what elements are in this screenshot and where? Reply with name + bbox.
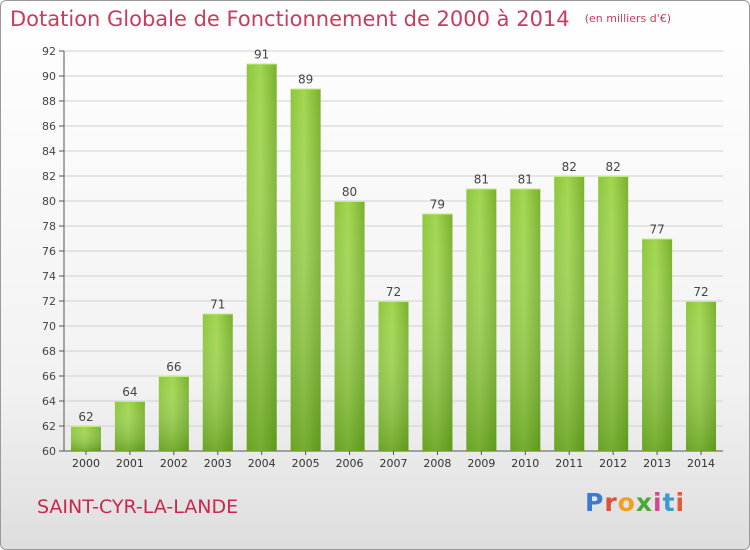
- x-tick-label: 2001: [116, 457, 144, 470]
- chart-title: Dotation Globale de Fonctionnement de 20…: [10, 7, 671, 31]
- data-label: 81: [518, 173, 533, 187]
- data-label: 81: [474, 173, 489, 187]
- bar-shade: [378, 301, 409, 451]
- y-tick-label: 66: [42, 370, 56, 383]
- data-label: 72: [693, 285, 708, 299]
- x-tick-label: 2013: [643, 457, 671, 470]
- bar-shade: [114, 401, 145, 451]
- x-tick-label: 2006: [336, 457, 364, 470]
- bar-chart: 60 62 64 66 68 70 72 74 76 78 80 82 84 86 88 90 92 62 200…: [42, 45, 723, 471]
- bar-shade: [290, 88, 321, 451]
- bar-shade: [466, 188, 497, 451]
- bar-shade: [554, 176, 585, 451]
- bar-shade: [598, 176, 629, 451]
- bar-shade: [202, 313, 233, 451]
- data-label: 82: [606, 160, 621, 174]
- title-text: Dotation Globale de Fonctionnement de 20…: [10, 7, 570, 31]
- unit-text: (en milliers d'€): [584, 12, 672, 25]
- y-tick-label: 84: [42, 145, 56, 158]
- x-tick-label: 2008: [423, 457, 451, 470]
- bar-shade: [642, 238, 673, 451]
- data-label: 66: [166, 360, 181, 374]
- data-label: 79: [430, 198, 445, 212]
- y-tick-label: 68: [42, 345, 56, 358]
- y-tick-label: 70: [42, 320, 56, 333]
- y-tick-label: 74: [42, 270, 56, 283]
- labels: 62 2000 64 2001 66 2002 71 2003 91 2004 89 2005 80 20…: [72, 48, 715, 471]
- x-tick-label: 2011: [555, 457, 583, 470]
- y-tick-label: 76: [42, 245, 56, 258]
- y-tick-label: 64: [42, 395, 56, 408]
- y-tick-label: 82: [42, 170, 56, 183]
- y-tick-label: 80: [42, 195, 56, 208]
- y-tick-label: 62: [42, 420, 56, 433]
- data-label: 77: [649, 223, 664, 237]
- x-tick-label: 2003: [204, 457, 232, 470]
- bar-shade: [686, 301, 717, 451]
- bar-shade: [422, 213, 453, 451]
- y-tick-label: 86: [42, 120, 56, 133]
- x-tick-label: 2000: [72, 457, 100, 470]
- data-label: 64: [122, 385, 137, 399]
- data-label: 62: [78, 410, 93, 424]
- bar-shade: [334, 201, 365, 451]
- bar-shade: [510, 188, 541, 451]
- commune-name: SAINT-CYR-LA-LANDE: [37, 496, 239, 518]
- data-label: 80: [342, 185, 357, 199]
- bars: [70, 63, 717, 451]
- bar-shade: [246, 63, 277, 451]
- data-label: 91: [254, 48, 269, 62]
- x-tick-label: 2012: [599, 457, 627, 470]
- x-tick-label: 2014: [687, 457, 715, 470]
- y-tick-label: 90: [42, 70, 56, 83]
- x-tick-label: 2007: [380, 457, 408, 470]
- bar-shade: [158, 376, 189, 451]
- y-tick-label: 88: [42, 95, 56, 108]
- data-label: 82: [562, 160, 577, 174]
- x-tick-label: 2009: [467, 457, 495, 470]
- bar-shade: [70, 426, 101, 451]
- y-tick-label: 92: [42, 45, 56, 58]
- data-label: 72: [386, 285, 401, 299]
- data-label: 71: [210, 298, 225, 312]
- x-tick-label: 2005: [292, 457, 320, 470]
- x-tick-label: 2002: [160, 457, 188, 470]
- x-tick-label: 2010: [511, 457, 539, 470]
- x-tick-label: 2004: [248, 457, 276, 470]
- y-tick-label: 72: [42, 295, 56, 308]
- y-tick-label: 60: [42, 445, 56, 458]
- y-tick-label: 78: [42, 220, 56, 233]
- proxiti-logo: Proxiti: [585, 488, 686, 517]
- data-label: 89: [298, 73, 313, 87]
